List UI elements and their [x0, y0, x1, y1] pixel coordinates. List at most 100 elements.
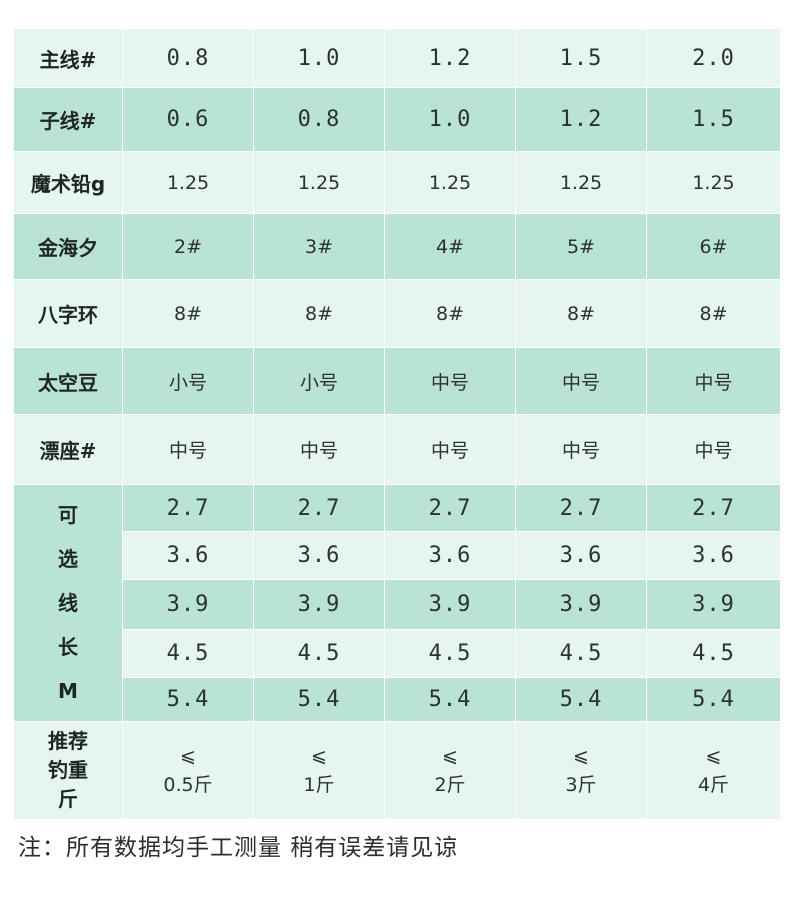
row-space-bean: 太空豆 小号 小号 中号 中号 中号 [13, 347, 781, 415]
row-line-length-1: 可 选 线 长 M 2.7 2.7 2.7 2.7 2.7 [13, 484, 781, 722]
cell-value: 中号 [253, 414, 385, 485]
cell-value: 6# [646, 213, 781, 280]
cell-value: 中号 [646, 347, 781, 415]
cell-value: 中号 [384, 347, 516, 415]
row-main-line: 主线# 0.8 1.0 1.2 1.5 2.0 [13, 28, 781, 88]
row-line-length-4: 4.5 4.5 4.5 4.5 4.5 [14, 629, 781, 678]
cell-value: 5.4 [515, 677, 647, 722]
row-label: 金海夕 [13, 213, 123, 280]
cell-value: 8# [253, 279, 385, 348]
row-swivel: 八字环 8# 8# 8# 8# 8# [13, 279, 781, 348]
le-symbol: ⩽ [180, 744, 196, 767]
cell-value: 8# [515, 279, 647, 348]
cell-value: 3# [253, 213, 385, 280]
cell-value: 3.9 [515, 579, 647, 630]
cell-value: 8# [122, 279, 254, 348]
cell-value: 8# [646, 279, 781, 348]
label-char: 选 [58, 547, 78, 571]
recommended-cell: ⩽ 1斤 [253, 721, 385, 820]
cell-value: 1.0 [384, 87, 516, 152]
label-char: 长 [58, 635, 78, 659]
weight-value: 2斤 [434, 773, 466, 796]
cell-value: 1.5 [646, 87, 781, 152]
le-symbol: ⩽ [573, 744, 589, 767]
cell-value: 4.5 [646, 629, 781, 678]
cell-value: 中号 [384, 414, 516, 485]
row-recommended: 推荐 钓重 斤 ⩽ 0.5斤 ⩽ 1斤 ⩽ 2斤 ⩽ 3斤 ⩽ 4斤 [13, 721, 781, 820]
cell-value: 2.7 [384, 484, 516, 532]
cell-value: 2.7 [253, 484, 385, 532]
cell-value: 4# [384, 213, 516, 280]
cell-value: 4.5 [384, 629, 516, 678]
label-char: 可 [58, 503, 78, 527]
cell-value: 中号 [515, 414, 647, 485]
row-float-seat: 漂座# 中号 中号 中号 中号 中号 [13, 414, 781, 485]
label-char: M [58, 679, 78, 703]
cell-value: 1.0 [253, 28, 385, 88]
cell-value: 5.4 [646, 677, 781, 722]
cell-value: 1.25 [122, 151, 254, 214]
cell-value: 8# [384, 279, 516, 348]
cell-value: 1.2 [384, 28, 516, 88]
cell-value: 3.6 [515, 531, 647, 580]
cell-value: 2# [122, 213, 254, 280]
row-magic-lead: 魔术铅g 1.25 1.25 1.25 1.25 1.25 [13, 151, 781, 214]
cell-value: 1.2 [515, 87, 647, 152]
le-symbol: ⩽ [705, 744, 722, 767]
label-line: 斤 [58, 787, 78, 811]
cell-value: 3.9 [122, 579, 254, 630]
weight-value: 0.5斤 [163, 773, 213, 796]
cell-value: 小号 [122, 347, 254, 415]
label-char: 线 [58, 591, 78, 615]
cell-value: 5.4 [122, 677, 254, 722]
cell-value: 5.4 [253, 677, 385, 722]
row-sub-line: 子线# 0.6 0.8 1.0 1.2 1.5 [13, 87, 781, 152]
cell-value: 4.5 [515, 629, 647, 678]
weight-value: 3斤 [565, 773, 597, 796]
cell-value: 中号 [515, 347, 647, 415]
row-label: 太空豆 [13, 347, 123, 415]
label-line: 推荐 [48, 729, 88, 753]
recommended-cell: ⩽ 0.5斤 [122, 721, 254, 820]
cell-value: 3.9 [384, 579, 516, 630]
row-label: 魔术铅g [13, 151, 123, 214]
cell-value: 2.0 [646, 28, 781, 88]
recommended-cell: ⩽ 3斤 [515, 721, 647, 820]
weight-value: 1斤 [303, 773, 335, 796]
cell-value: 4.5 [253, 629, 385, 678]
cell-value: 中号 [646, 414, 781, 485]
row-label: 主线# [13, 28, 123, 88]
row-line-length-2: 3.6 3.6 3.6 3.6 3.6 [14, 531, 781, 580]
weight-value: 4斤 [697, 773, 730, 796]
cell-value: 4.5 [122, 629, 254, 678]
le-symbol: ⩽ [442, 744, 458, 767]
recommended-label: 推荐 钓重 斤 [13, 721, 123, 820]
cell-value: 0.6 [122, 87, 254, 152]
cell-value: 3.6 [384, 531, 516, 580]
cell-value: 0.8 [253, 87, 385, 152]
label-line: 钓重 [48, 758, 88, 782]
cell-value: 3.6 [646, 531, 781, 580]
cell-value: 小号 [253, 347, 385, 415]
recommended-cell: ⩽ 4斤 [646, 721, 781, 820]
cell-value: 0.8 [122, 28, 254, 88]
cell-value: 1.25 [384, 151, 516, 214]
footnote: 注：所有数据均手工测量 稍有误差请见谅 [18, 835, 459, 861]
row-label: 八字环 [13, 279, 123, 348]
cell-value: 5# [515, 213, 647, 280]
cell-value: 1.25 [515, 151, 647, 214]
cell-value: 1.5 [515, 28, 647, 88]
cell-value: 3.6 [122, 531, 254, 580]
cell-value: 3.9 [646, 579, 781, 630]
row-label: 子线# [13, 87, 123, 152]
cell-value: 2.7 [646, 484, 781, 532]
cell-value: 中号 [122, 414, 254, 485]
spec-table: 主线# 0.8 1.0 1.2 1.5 2.0 子线# 0.6 0.8 1.0 … [13, 28, 781, 820]
le-symbol: ⩽ [311, 744, 327, 767]
cell-value: 2.7 [122, 484, 254, 532]
row-label: 漂座# [13, 414, 123, 485]
cell-value: 5.4 [384, 677, 516, 722]
cell-value: 3.9 [253, 579, 385, 630]
cell-value: 3.6 [253, 531, 385, 580]
cell-value: 1.25 [646, 151, 781, 214]
